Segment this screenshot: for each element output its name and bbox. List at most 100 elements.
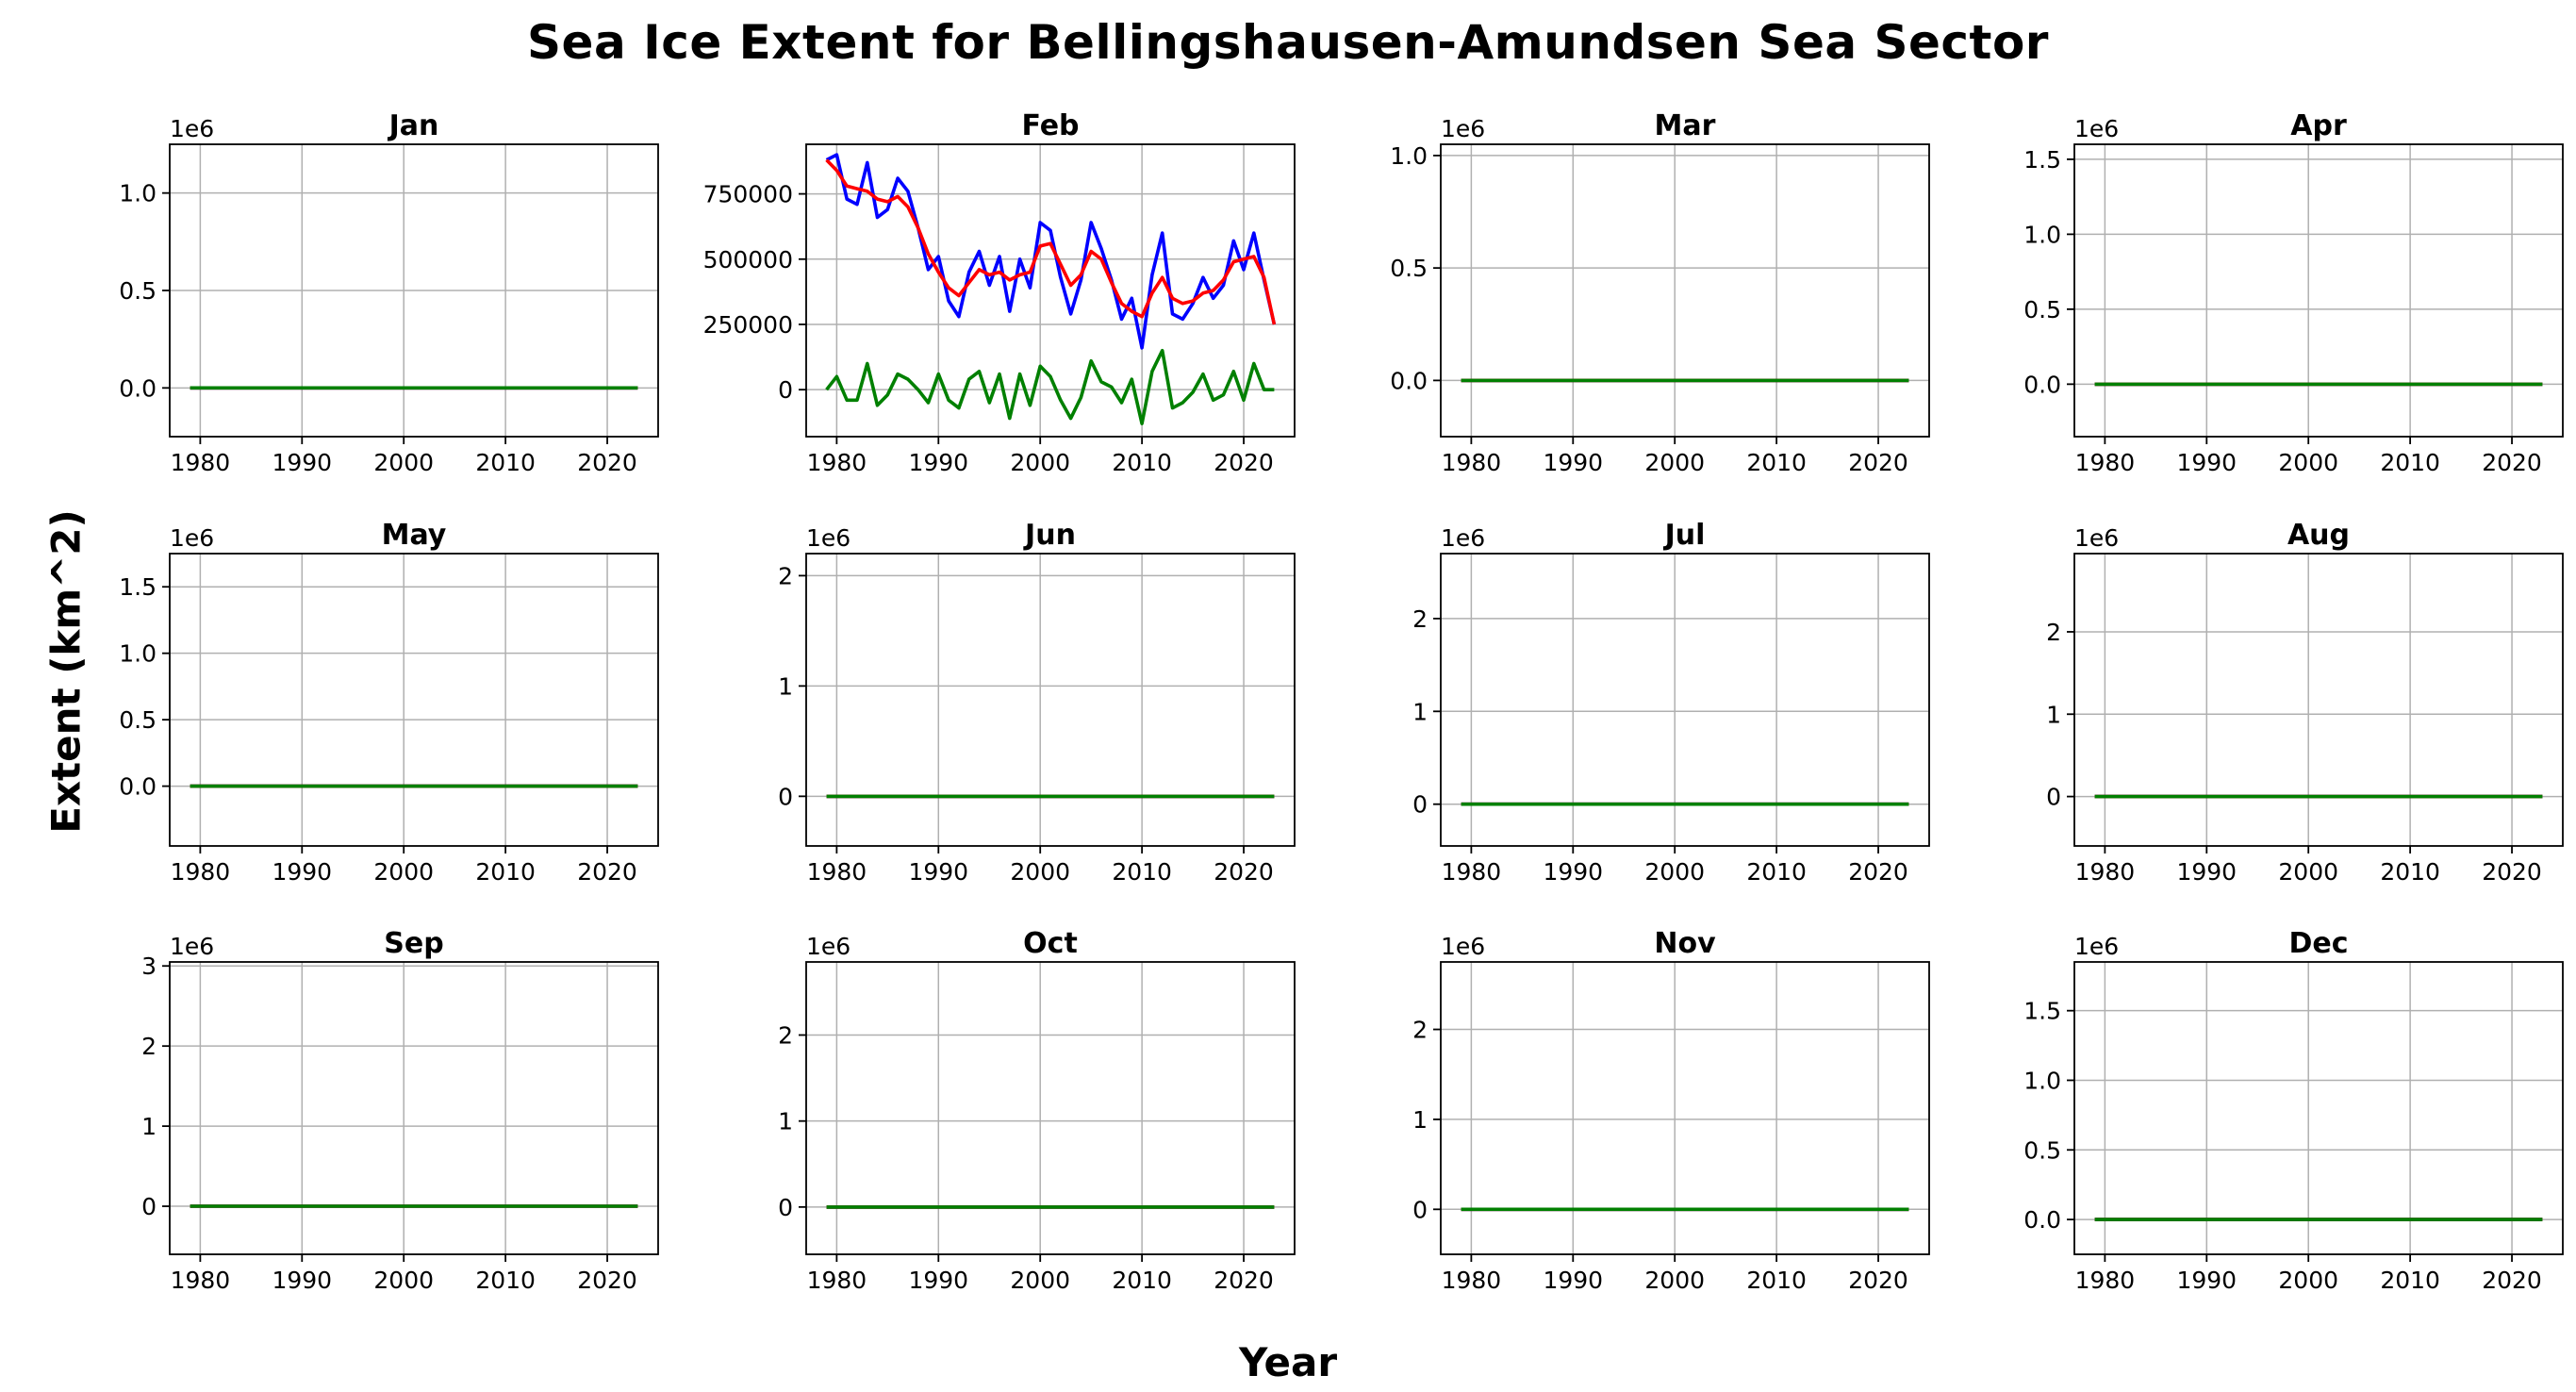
x-tick-label: 1980 — [1442, 449, 1502, 476]
subplot-dec: 1980 1990 2000 2010 2020 0.0 0.5 1.0 1.5 1e6 Dec — [2023, 927, 2564, 1294]
y-tick-label: 0.5 — [119, 706, 157, 734]
x-tick-label: 2010 — [475, 1267, 536, 1294]
subplot-title: Jun — [1023, 519, 1076, 552]
x-tick-label: 2010 — [1746, 858, 1807, 886]
y-tick-label: 0.0 — [2023, 371, 2061, 398]
x-tick-label: 1980 — [171, 1267, 231, 1294]
x-tick-label: 1980 — [2075, 858, 2136, 886]
x-tick-label: 2000 — [1644, 1267, 1705, 1294]
subplot-title: Apr — [2290, 109, 2347, 142]
x-tick-label: 1990 — [2176, 449, 2237, 476]
axes-frame — [2073, 961, 2564, 1255]
x-tick-label: 2010 — [475, 858, 536, 886]
axes-frame — [2073, 143, 2564, 438]
subplot-mar: 1980 1990 2000 2010 2020 0.0 0.5 1.0 1e6 Mar — [1390, 109, 1930, 476]
series-line-raw — [825, 153, 1277, 350]
subplot-title: May — [382, 519, 447, 552]
subplot-title: Jan — [388, 109, 439, 142]
axes-frame — [2073, 553, 2564, 847]
x-tick-label: 2010 — [2380, 449, 2440, 476]
x-tick-label: 2010 — [1112, 449, 1172, 476]
x-tick-label: 2000 — [2278, 449, 2338, 476]
x-tick-label: 1990 — [1543, 858, 1603, 886]
axis-offset-label: 1e6 — [806, 524, 850, 552]
x-tick-label: 1990 — [1543, 449, 1603, 476]
subplot-feb: 1980 1990 2000 2010 2020 0 250000 500000 750000 F… — [703, 109, 1296, 476]
y-tick-label: 1.0 — [2023, 221, 2061, 248]
x-tick-label: 2000 — [373, 1267, 434, 1294]
subplot-jul: 1980 1990 2000 2010 2020 0 1 2 1e6 Jul — [1412, 519, 1930, 886]
y-tick-label: 1 — [778, 672, 793, 700]
subplot-oct: 1980 1990 2000 2010 2020 0 1 2 1e6 Oct — [778, 927, 1296, 1294]
y-tick-label: 0 — [778, 376, 793, 404]
y-tick-label: 2 — [778, 562, 793, 589]
x-tick-label: 1990 — [1543, 1267, 1603, 1294]
x-tick-label: 1990 — [908, 858, 968, 886]
axis-offset-label: 1e6 — [2074, 115, 2119, 142]
axis-offset-label: 1e6 — [1441, 933, 1485, 960]
subplot-jan: 1980 1990 2000 2010 2020 0.0 0.5 1.0 1e6 Jan — [119, 109, 659, 476]
subplot-title: Nov — [1654, 927, 1716, 960]
y-tick-label: 750000 — [703, 181, 793, 208]
subplot-jun: 1980 1990 2000 2010 2020 0 1 2 1e6 Jun — [778, 519, 1296, 886]
x-tick-label: 1990 — [2176, 1267, 2237, 1294]
x-tick-label: 2000 — [1644, 858, 1705, 886]
axis-offset-label: 1e6 — [806, 933, 850, 960]
axes-frame — [169, 553, 659, 847]
y-tick-label: 0 — [1412, 791, 1428, 819]
y-tick-label: 1 — [141, 1113, 157, 1140]
x-tick-label: 1980 — [2075, 449, 2136, 476]
y-tick-label: 0 — [1412, 1196, 1428, 1223]
x-tick-label: 2010 — [2380, 1267, 2440, 1294]
x-tick-label: 2000 — [1010, 858, 1070, 886]
y-tick-label: 1.0 — [119, 640, 157, 668]
x-tick-label: 2020 — [577, 1267, 637, 1294]
x-tick-label: 2010 — [475, 449, 536, 476]
x-tick-label: 2020 — [577, 858, 637, 886]
x-tick-label: 1980 — [171, 858, 231, 886]
y-tick-label: 1.0 — [1390, 142, 1428, 170]
x-tick-label: 1990 — [272, 1267, 332, 1294]
axes-frame — [805, 553, 1296, 847]
x-tick-label: 1980 — [1442, 858, 1502, 886]
y-tick-label: 0.0 — [119, 374, 157, 402]
x-tick-label: 1980 — [807, 449, 867, 476]
x-tick-label: 2020 — [2482, 1267, 2542, 1294]
x-tick-label: 1980 — [171, 449, 231, 476]
y-tick-label: 0 — [778, 1194, 793, 1221]
axis-offset-label: 1e6 — [2074, 524, 2119, 552]
y-tick-label: 1.0 — [119, 180, 157, 207]
y-tick-label: 0 — [778, 783, 793, 810]
y-tick-label: 2 — [141, 1033, 157, 1060]
axes-frame — [805, 961, 1296, 1255]
y-tick-label: 250000 — [703, 311, 793, 339]
subplot-title: Feb — [1021, 109, 1079, 142]
x-tick-label: 1980 — [807, 858, 867, 886]
axis-offset-label: 1e6 — [1441, 524, 1485, 552]
y-tick-label: 2 — [778, 1022, 793, 1050]
y-tick-label: 2 — [1412, 605, 1428, 633]
axis-offset-label: 1e6 — [1441, 115, 1485, 142]
y-tick-label: 1 — [778, 1108, 793, 1135]
axes-frame — [1440, 961, 1930, 1255]
x-tick-label: 2020 — [1214, 449, 1274, 476]
subplot-title: Aug — [2287, 519, 2350, 552]
subplot-aug: 1980 1990 2000 2010 2020 0 1 2 1e6 Aug — [2046, 519, 2564, 886]
axis-offset-label: 1e6 — [170, 524, 214, 552]
y-tick-label: 0.5 — [119, 277, 157, 305]
y-tick-label: 2 — [1412, 1017, 1428, 1044]
y-tick-label: 1.5 — [119, 573, 157, 601]
x-tick-label: 2020 — [1848, 1267, 1908, 1294]
x-tick-label: 2010 — [1112, 858, 1172, 886]
axes-frame — [805, 143, 1296, 438]
x-tick-label: 2020 — [2482, 858, 2542, 886]
x-tick-label: 2010 — [1746, 1267, 1807, 1294]
y-tick-label: 0.5 — [1390, 255, 1428, 282]
x-tick-label: 2020 — [577, 449, 637, 476]
axis-offset-label: 1e6 — [170, 115, 214, 142]
y-tick-label: 3 — [141, 953, 157, 980]
y-tick-label: 1 — [1412, 698, 1428, 725]
y-tick-label: 1.5 — [2023, 998, 2061, 1025]
y-tick-label: 2 — [2046, 619, 2061, 646]
